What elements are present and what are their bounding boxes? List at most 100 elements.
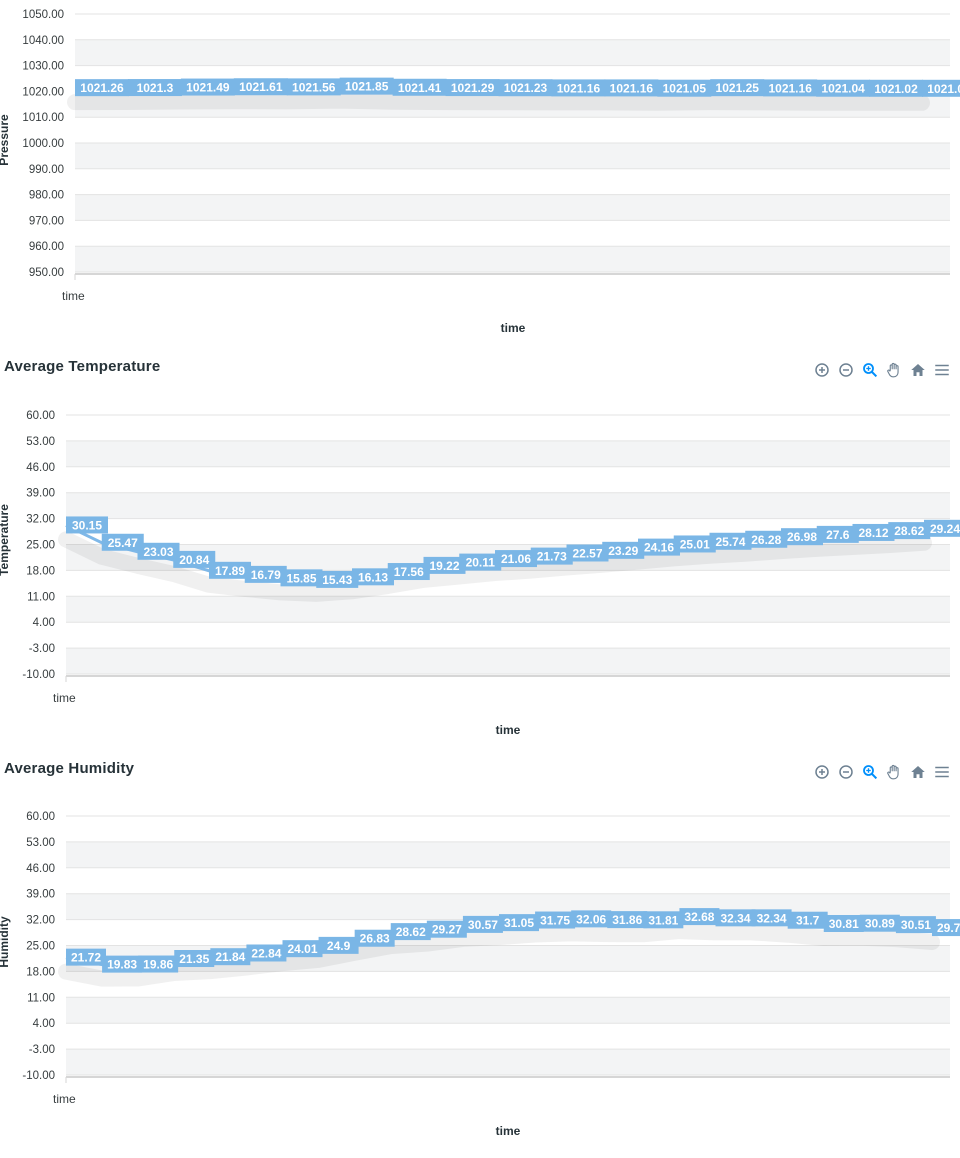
zoom-out-icon[interactable] [836,762,856,782]
data-label-box [127,79,182,97]
data-label-text: 24.9 [327,939,351,953]
data-label-text: 30.51 [901,918,931,932]
pan-icon[interactable] [884,360,904,380]
y-tick-label: 46.00 [26,863,55,875]
data-label-text: 15.85 [286,571,316,585]
data-label: 26.98 [781,528,823,546]
data-label: 26.28 [745,530,788,548]
y-tick-label: 980.00 [29,190,64,202]
y-axis-title: Pressure [0,114,11,166]
data-label-box [286,78,341,96]
y-tick-label: 53.00 [26,436,55,448]
menu-icon[interactable] [932,762,952,782]
data-label-text: 1021.61 [239,80,283,94]
data-label-text: 32.34 [757,911,787,925]
data-label-text: 1021.02 [874,82,918,96]
data-label-box [566,544,609,562]
data-label-box [816,525,859,543]
data-label: 20.11 [459,553,502,571]
y-tick-label: 1050.00 [22,9,64,21]
data-label-text: 1021.23 [504,81,548,95]
data-label: 1021.02 [869,79,924,97]
data-label-text: 28.12 [858,526,888,540]
data-label: 17.56 [387,563,430,581]
data-label: 29.71 [932,919,960,937]
data-label-box [638,538,680,556]
data-label-text: 30.89 [865,917,895,931]
data-label-text: 16.79 [251,568,281,582]
data-label-box [571,910,612,928]
data-label-box [138,955,179,973]
data-label-box [66,516,108,534]
data-label-text: 21.73 [537,550,567,564]
data-label-text: 26.28 [751,533,781,547]
reset-home-icon[interactable] [908,360,928,380]
data-label: 29.27 [426,920,467,938]
data-label-text: 25.47 [108,536,138,550]
data-label-box [173,550,216,568]
data-label-text: 1021.16 [610,81,654,95]
series-shadow [58,531,932,602]
data-label-text: 29.24 [930,522,960,536]
data-label-box [426,920,467,938]
data-label-text: 1021.49 [186,81,230,95]
data-label: 30.57 [462,915,503,933]
data-label-text: 17.56 [394,565,424,579]
y-tick-label: -10.00 [22,1070,55,1082]
data-label: 1021.16 [551,79,606,97]
data-label: 24.01 [282,940,323,958]
data-label-box [101,533,144,551]
data-label-box [932,919,960,937]
grid-band [66,596,950,623]
data-label-text: 24.01 [287,942,317,956]
data-label: 19.22 [423,556,466,574]
zoom-in-icon[interactable] [812,360,832,380]
data-label-box [895,916,936,934]
data-label-box [679,908,720,926]
data-label: 21.35 [174,950,215,968]
data-label-text: 1021.3 [137,81,174,95]
selection-zoom-icon[interactable] [860,360,880,380]
data-label-box [209,561,251,579]
y-tick-label: 25.00 [26,941,55,953]
data-label: 1021.16 [604,79,659,97]
y-tick-label: 11.00 [27,591,55,603]
data-label-box [339,77,394,95]
data-label-box [888,522,931,540]
data-label: 1021.23 [498,79,553,97]
data-label: 25.47 [101,533,144,551]
x-axis-title: time [496,723,521,737]
data-label-box [66,948,106,966]
y-tick-label: -3.00 [29,1044,55,1056]
data-label-text: 1021.01 [927,82,960,96]
humidity-chart: Average Humidity 60.00 53.00 46.00 39.00 32.… [0,752,960,1152]
zoom-in-icon[interactable] [812,762,832,782]
y-tick-label: 39.00 [26,889,55,901]
reset-home-icon[interactable] [908,762,928,782]
y-tick-label: 950.00 [29,267,64,279]
data-label-text: 21.35 [179,952,209,966]
data-label-box [352,568,394,586]
data-label-text: 29.27 [432,923,462,937]
data-label-box [390,923,431,941]
data-label-box [604,79,659,97]
data-label: 30.89 [859,914,900,932]
data-label-box [869,79,924,97]
y-tick-label: 960.00 [29,241,64,253]
y-tick-label: 32.00 [26,915,55,927]
data-label: 16.79 [244,565,287,583]
data-label-text: 19.83 [107,958,137,972]
data-label: 1021.56 [286,78,341,96]
y-tick-label: 25.00 [26,540,55,552]
data-label: 21.73 [530,547,573,565]
selection-zoom-icon[interactable] [860,762,880,782]
data-label-text: 31.86 [612,913,642,927]
zoom-out-icon[interactable] [836,360,856,380]
data-label-box [607,911,648,929]
pan-icon[interactable] [884,762,904,782]
menu-icon[interactable] [932,360,952,380]
data-label-box [852,523,895,541]
data-label: 1021.04 [816,79,871,97]
data-label: 30.15 [66,516,108,534]
data-label: 1021.49 [180,78,235,96]
